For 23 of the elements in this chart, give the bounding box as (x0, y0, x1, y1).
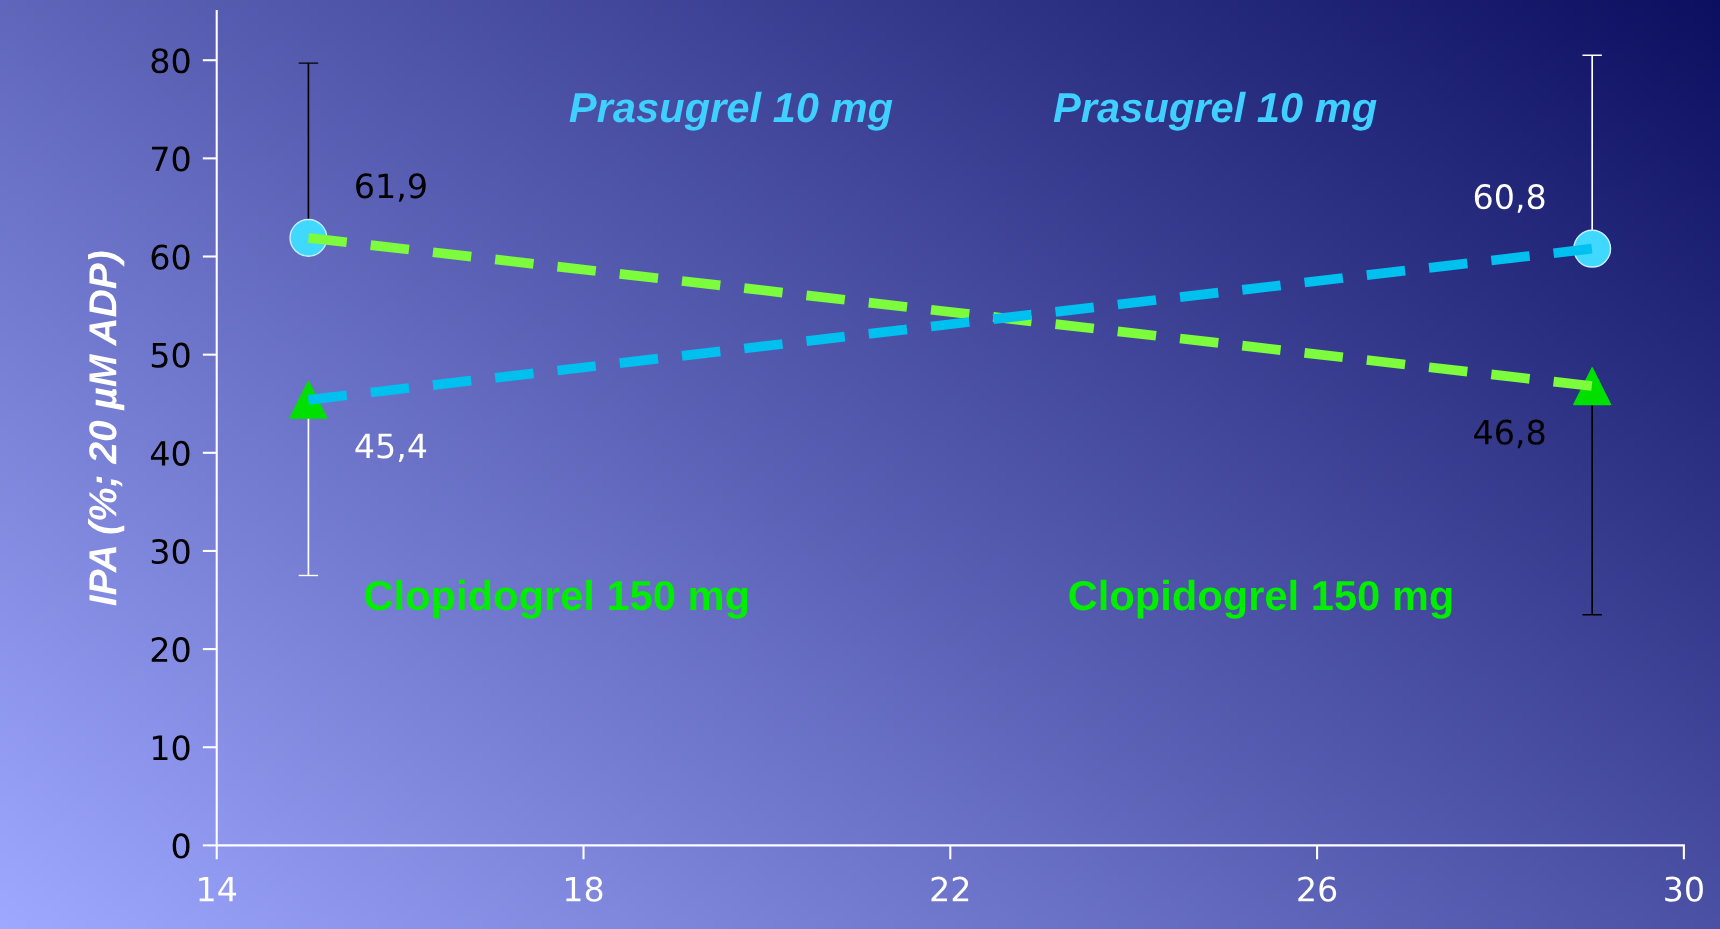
y-tick-label: 20 (151, 637, 190, 663)
y-tick-label: 10 (152, 735, 190, 761)
data-label: 60,8 (1474, 184, 1545, 213)
y-tick-label: 30 (151, 538, 190, 565)
x-tick-label: 18 (565, 876, 603, 902)
annotation: Prasugrel 10 mg (1053, 91, 1377, 131)
x-tick-label: 22 (931, 876, 969, 902)
annotation: Clopidogrel 150 mg (1069, 579, 1452, 619)
annotation: Prasugrel 10 mg (569, 91, 893, 131)
data-label: 45,4 (355, 433, 427, 462)
data-label: 46,8 (1474, 419, 1545, 449)
annotation: Clopidogrel 150 mg (365, 579, 748, 619)
y-axis-title: IPA (%; 20 µM ADP) (88, 251, 125, 606)
y-tick-label: 40 (150, 440, 190, 466)
y-tick-label: 70 (152, 146, 190, 172)
y-tick-label: 80 (151, 48, 190, 74)
y-tick-label: 50 (151, 342, 190, 368)
x-tick-label: 14 (199, 876, 237, 902)
x-tick-label: 30 (1665, 876, 1703, 902)
y-tick-label: 0 (172, 833, 190, 859)
y-tick-label: 60 (151, 244, 190, 270)
x-tick-label: 26 (1298, 876, 1337, 902)
data-label: 61,9 (356, 173, 426, 202)
